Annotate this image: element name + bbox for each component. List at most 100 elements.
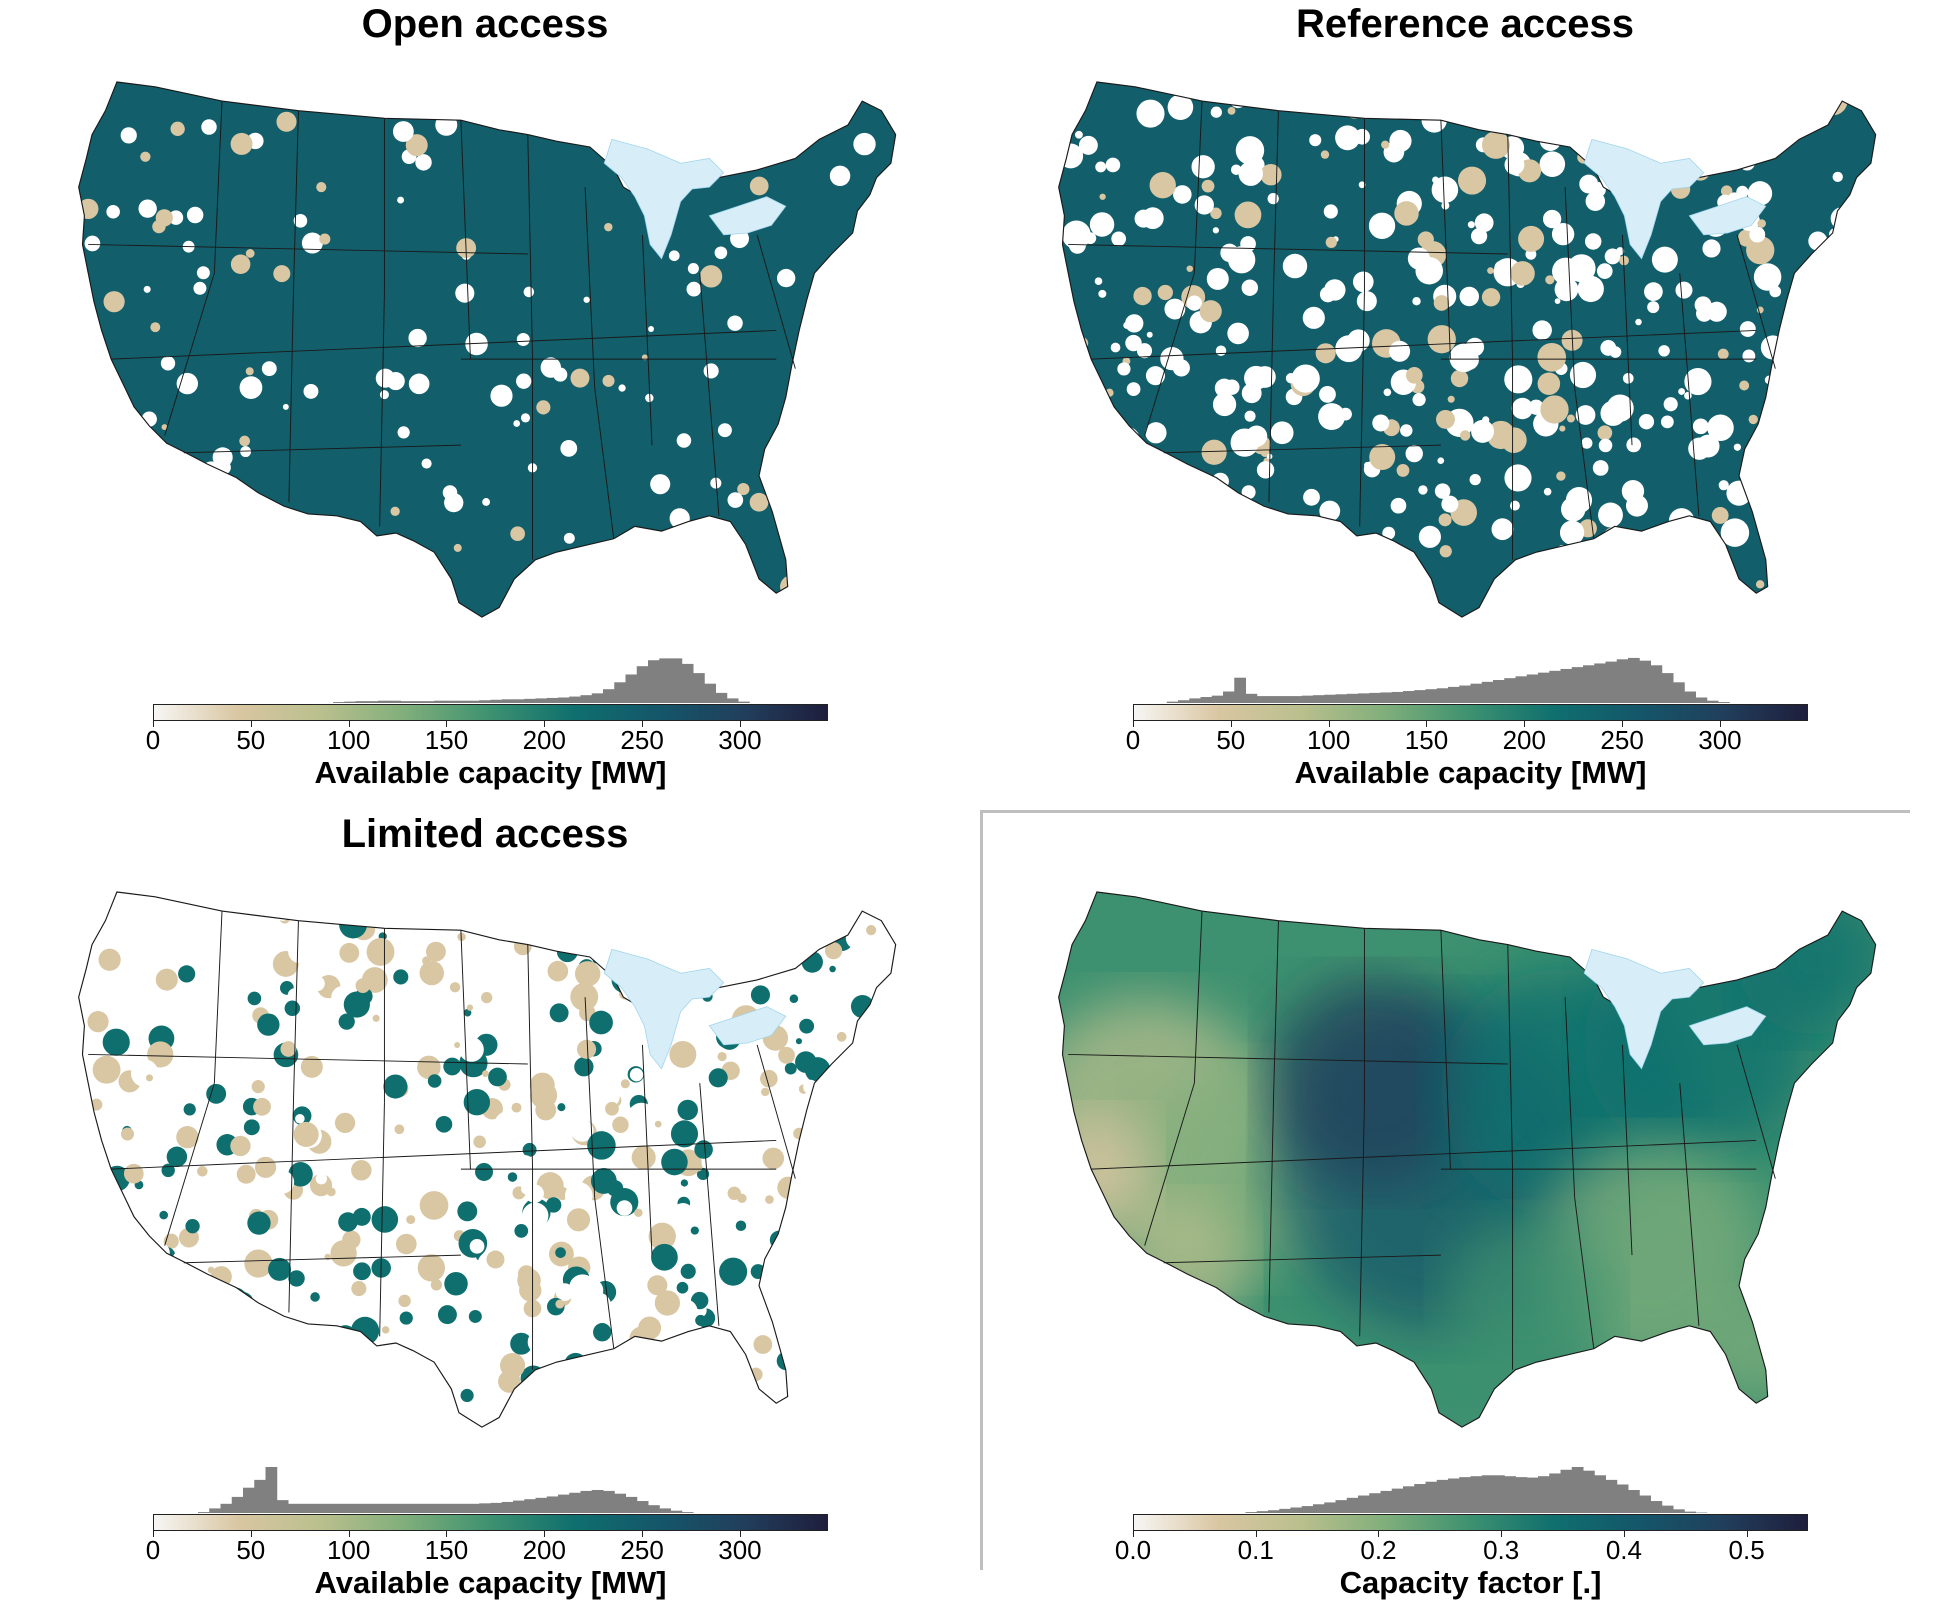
map-patch bbox=[1440, 89, 1463, 112]
histogram-bar bbox=[1572, 1467, 1584, 1513]
colorbar bbox=[153, 704, 828, 721]
map-patch bbox=[162, 1164, 175, 1177]
map-patch bbox=[1153, 460, 1181, 488]
histogram-bar bbox=[1662, 1506, 1674, 1513]
map-patch bbox=[783, 1177, 789, 1183]
map-patch bbox=[1802, 312, 1813, 323]
map-patch bbox=[252, 1388, 270, 1406]
map-patch bbox=[1283, 254, 1307, 278]
colorbar-tick-label: 100 bbox=[327, 725, 370, 756]
map-patch bbox=[450, 982, 460, 992]
map-patch bbox=[682, 1359, 691, 1368]
map-patch bbox=[1359, 105, 1365, 111]
map-patch bbox=[1518, 226, 1544, 252]
map-patch bbox=[1202, 518, 1214, 530]
map-patch bbox=[1391, 498, 1407, 514]
map-patch bbox=[819, 1356, 834, 1371]
map-patch bbox=[1158, 285, 1173, 300]
map-patch bbox=[621, 1079, 630, 1088]
map-patch bbox=[514, 1224, 528, 1238]
colorbar-tick-label: 300 bbox=[718, 725, 761, 756]
map-patch bbox=[454, 1042, 460, 1048]
map-patch bbox=[777, 1352, 796, 1371]
map-patch bbox=[77, 1210, 105, 1238]
map-patch bbox=[486, 1251, 504, 1269]
map-patch bbox=[1434, 295, 1450, 311]
histogram-bar bbox=[1369, 693, 1381, 703]
colorbar bbox=[1133, 704, 1808, 721]
map-patch bbox=[1081, 479, 1106, 504]
map-patch bbox=[374, 904, 384, 914]
map-patch bbox=[810, 1120, 821, 1131]
map-patch bbox=[1675, 282, 1692, 299]
map-patch bbox=[330, 1379, 346, 1395]
map-patch bbox=[1236, 534, 1252, 550]
map-patch bbox=[1661, 415, 1674, 428]
map-patch bbox=[1542, 89, 1557, 104]
histogram-bar bbox=[468, 701, 480, 703]
map-patch bbox=[1212, 473, 1229, 490]
map-patch bbox=[862, 1146, 871, 1155]
map-patch bbox=[289, 1349, 301, 1361]
histogram-bar bbox=[446, 701, 458, 703]
map-patch bbox=[1126, 581, 1133, 588]
map-patch bbox=[634, 1209, 642, 1217]
map-patch bbox=[761, 1088, 769, 1096]
map-patch bbox=[777, 269, 795, 287]
map-patch bbox=[393, 969, 408, 984]
map-patch bbox=[262, 361, 277, 376]
map-patch bbox=[494, 1111, 521, 1138]
map-patch bbox=[273, 265, 290, 282]
map-patch bbox=[475, 1163, 493, 1181]
map-patch bbox=[561, 1377, 579, 1395]
map-patch bbox=[184, 1103, 196, 1115]
map-patch bbox=[1658, 345, 1669, 356]
map-patch bbox=[1707, 414, 1734, 441]
colorbar-tick-label: 0 bbox=[146, 1535, 160, 1566]
map-patch bbox=[1532, 320, 1551, 339]
map-patch bbox=[438, 1305, 457, 1324]
map-patch bbox=[1517, 478, 1524, 485]
map-patch bbox=[1647, 301, 1659, 313]
histogram-bar bbox=[1718, 702, 1730, 703]
histogram-bar bbox=[1291, 1507, 1303, 1513]
map-patch bbox=[605, 1102, 619, 1116]
map-patch bbox=[1389, 130, 1411, 152]
map-patch bbox=[302, 233, 323, 254]
map-patch bbox=[152, 220, 165, 233]
map-patch bbox=[1137, 564, 1165, 592]
map-patch bbox=[390, 507, 399, 516]
map-patch bbox=[704, 363, 719, 378]
histogram-bar bbox=[1516, 676, 1528, 703]
map-patch bbox=[514, 1160, 522, 1168]
histogram-bar bbox=[581, 695, 593, 703]
map-patch bbox=[1644, 575, 1657, 588]
map-patch bbox=[469, 1310, 482, 1323]
map-patch bbox=[1090, 212, 1114, 236]
histogram-bar bbox=[1279, 696, 1291, 703]
map-patch bbox=[650, 474, 670, 494]
map-patch bbox=[1381, 141, 1389, 149]
map-patch bbox=[1331, 87, 1340, 96]
map-patch bbox=[691, 1226, 699, 1234]
map-patch bbox=[1441, 202, 1449, 210]
map-patch bbox=[1505, 155, 1525, 175]
map-patch bbox=[696, 1372, 715, 1391]
histogram-bar bbox=[1403, 691, 1415, 703]
map-patch bbox=[1432, 177, 1439, 184]
map-patch bbox=[1718, 349, 1729, 360]
map-patch bbox=[855, 1356, 864, 1365]
map-patch bbox=[802, 926, 810, 934]
histogram-bar bbox=[558, 1495, 570, 1513]
map-patch bbox=[795, 1051, 817, 1073]
map-patch bbox=[93, 1056, 121, 1084]
map-patch bbox=[823, 916, 829, 922]
map-patch bbox=[1537, 343, 1566, 372]
histogram-bar bbox=[524, 699, 536, 703]
us-map bbox=[1030, 850, 1890, 1450]
map-patch bbox=[1572, 87, 1595, 110]
map-patch bbox=[221, 1287, 248, 1314]
map-patch bbox=[655, 1121, 662, 1128]
map-patch bbox=[566, 1364, 575, 1373]
